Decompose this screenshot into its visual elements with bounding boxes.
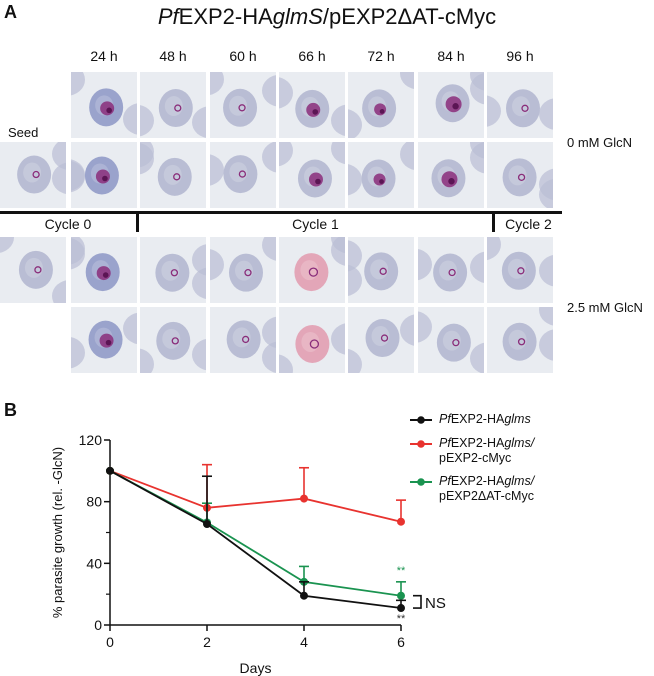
panel-a-letter: A	[4, 2, 17, 22]
micrograph-tile	[487, 307, 553, 373]
micrograph-tile	[348, 237, 414, 303]
panel-a-title: PfEXP2-HAglmS/pEXP2ΔAT-cMyc	[157, 4, 497, 29]
svg-text:0: 0	[94, 617, 102, 633]
micrograph-tile	[279, 307, 345, 373]
cycle-timeline	[0, 211, 562, 214]
micrograph-tile	[279, 237, 345, 303]
cycle-2-label: Cycle 2	[505, 216, 552, 232]
legend-entry-1: PfEXP2-HAglms/pEXP2-cMyc	[410, 436, 534, 466]
svg-text:40: 40	[86, 555, 102, 571]
time-label-48h: 48 h	[159, 48, 187, 64]
svg-text:2: 2	[203, 634, 211, 650]
micrograph-tile	[140, 237, 206, 303]
micrograph-tile	[0, 142, 66, 208]
time-label-60h: 60 h	[229, 48, 257, 64]
time-label-72h: 72 h	[367, 48, 395, 64]
micrograph-tile	[210, 237, 276, 303]
time-label-24h: 24 h	[90, 48, 118, 64]
micrograph-tile	[140, 307, 206, 373]
legend-swatch-icon	[410, 440, 432, 448]
svg-text:NS: NS	[425, 595, 446, 612]
micrograph-tile	[418, 142, 484, 208]
svg-text:6: 6	[397, 634, 405, 650]
cycle-1-label: Cycle 1	[292, 216, 339, 232]
micrograph-tile	[418, 237, 484, 303]
condition-label-0mM: 0 mM GlcN	[567, 135, 632, 150]
legend-swatch-icon	[410, 478, 432, 486]
cycle-divider-2	[492, 211, 495, 232]
micrograph-tile	[487, 142, 553, 208]
svg-text:120: 120	[79, 432, 103, 448]
micrograph-tile	[348, 307, 414, 373]
micrograph-tile	[487, 237, 553, 303]
micrograph-tile	[0, 237, 66, 303]
micrograph-tile	[487, 72, 553, 138]
panel-b-letter: B	[4, 400, 17, 420]
micrograph-tile	[279, 142, 345, 208]
svg-text:0: 0	[106, 634, 114, 650]
legend-entry-0: PfEXP2-HAglms	[410, 412, 531, 427]
svg-text:Days: Days	[240, 660, 272, 676]
time-label-96h: 96 h	[506, 48, 534, 64]
micrograph-tile	[71, 237, 137, 303]
micrograph-tile	[348, 142, 414, 208]
time-label-66h: 66 h	[298, 48, 326, 64]
micrograph-tile	[210, 142, 276, 208]
micrograph-tile	[71, 142, 137, 208]
micrograph-tile	[418, 72, 484, 138]
micrograph-tile	[418, 307, 484, 373]
seed-label: Seed	[8, 125, 39, 140]
micrograph-tile	[140, 72, 206, 138]
legend-entry-2: PfEXP2-HAglms/pEXP2ΔAT-cMyc	[410, 474, 534, 504]
cycle-divider-1	[136, 211, 139, 232]
growth-line-chart: 0 40 80 120 0 2 4 6 Days % parasite growth (rel. …	[50, 432, 446, 676]
micrograph-tile	[140, 142, 206, 208]
svg-text:80: 80	[86, 494, 102, 510]
condition-label-2.5mM: 2.5 mM GlcN	[567, 300, 643, 315]
micrograph-tile	[71, 307, 137, 373]
svg-text:4: 4	[300, 634, 308, 650]
micrograph-tile	[71, 72, 137, 138]
micrograph-tile	[210, 72, 276, 138]
micrograph-tile	[279, 72, 345, 138]
time-label-84h: 84 h	[437, 48, 465, 64]
micrograph-tile	[210, 307, 276, 373]
svg-text:**: **	[397, 613, 406, 625]
micrograph-tile	[348, 72, 414, 138]
cycle-0-label: Cycle 0	[44, 216, 92, 232]
svg-text:**: **	[397, 565, 406, 577]
svg-text:% parasite growth (rel. -GlcN): % parasite growth (rel. -GlcN)	[50, 447, 65, 618]
legend-swatch-icon	[410, 416, 432, 424]
